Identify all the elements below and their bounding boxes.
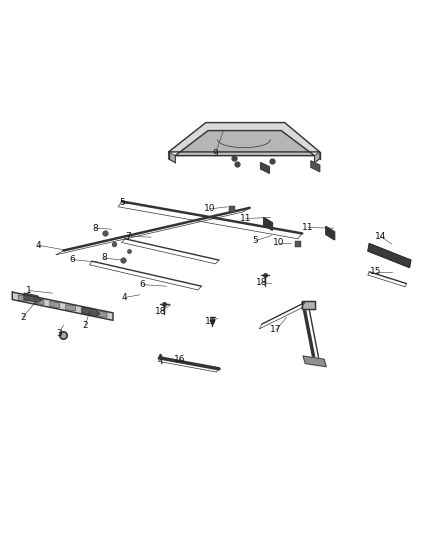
Text: 14: 14 (374, 232, 386, 240)
Text: 4: 4 (122, 293, 127, 302)
Polygon shape (50, 302, 60, 308)
Polygon shape (264, 217, 272, 230)
Text: 8: 8 (101, 254, 107, 262)
Polygon shape (66, 305, 75, 311)
Text: 6: 6 (69, 255, 75, 264)
Polygon shape (24, 293, 42, 302)
Polygon shape (169, 123, 320, 152)
Polygon shape (175, 131, 314, 156)
Polygon shape (314, 152, 320, 163)
Text: 9: 9 (212, 149, 219, 158)
Text: 5: 5 (252, 237, 258, 245)
Text: 17: 17 (270, 326, 282, 334)
Text: 10: 10 (273, 238, 284, 247)
Text: 19: 19 (205, 317, 216, 326)
Text: 2: 2 (20, 313, 25, 321)
Text: 4: 4 (35, 241, 41, 249)
Text: 18: 18 (256, 278, 268, 287)
Text: 15: 15 (370, 268, 381, 276)
Text: 2: 2 (83, 321, 88, 329)
Polygon shape (18, 295, 28, 301)
Text: 1: 1 (25, 286, 32, 295)
Text: 11: 11 (240, 214, 251, 223)
Polygon shape (311, 161, 320, 172)
Text: 7: 7 (125, 232, 131, 240)
Polygon shape (169, 152, 175, 163)
Polygon shape (326, 227, 335, 240)
Text: 11: 11 (302, 223, 314, 232)
Text: 8: 8 (92, 224, 98, 232)
Text: 16: 16 (174, 355, 185, 364)
Text: 6: 6 (139, 280, 145, 289)
Polygon shape (368, 244, 411, 268)
Polygon shape (82, 307, 100, 316)
Text: 5: 5 (119, 198, 125, 207)
Polygon shape (261, 163, 269, 173)
Polygon shape (12, 292, 113, 320)
Text: 10: 10 (204, 205, 215, 213)
Polygon shape (97, 311, 107, 317)
Text: 18: 18 (155, 307, 166, 316)
Polygon shape (34, 298, 44, 304)
Polygon shape (303, 356, 326, 367)
Polygon shape (81, 308, 91, 314)
Polygon shape (302, 301, 315, 309)
Text: 3: 3 (56, 329, 62, 338)
